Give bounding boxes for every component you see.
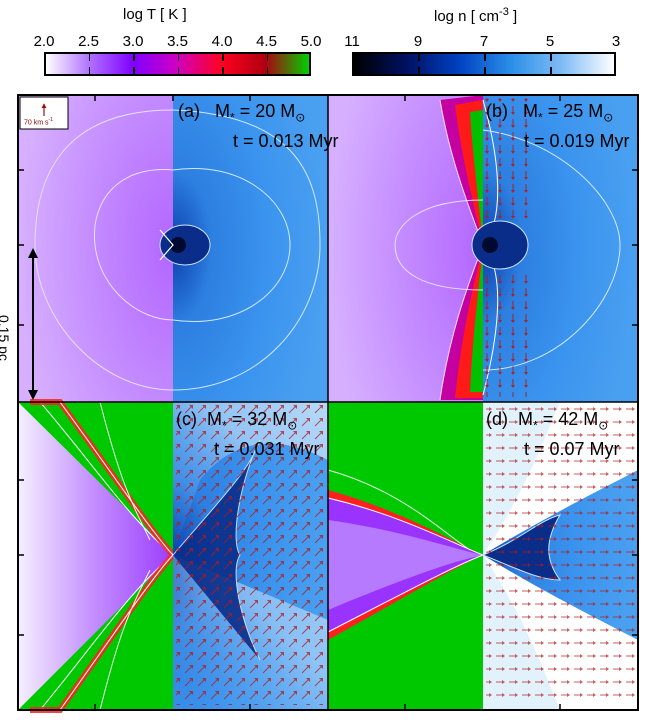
panel-a-letter: (a) [178,101,200,121]
panel-a-time: t = 0.013 Myr [233,130,339,151]
panel-d-letter: (d) [486,409,508,429]
density-colorbar-gradient [352,52,616,76]
temperature-tick-mark [133,54,135,61]
figure-frame [17,94,639,711]
velocity-scale-text: 70 km s [24,119,49,127]
panel-b-mass-symbol: M [523,101,539,121]
temperature-tick-mark [266,54,268,61]
density-label-exponent: -3 [499,6,509,18]
panel-d-label: (d) M* = 42 M⊙ t = 0.07 Myr [486,408,620,461]
density-tick-mark [550,54,552,61]
temperature-tick-mark [177,54,179,61]
density-tick-mark [484,54,486,61]
density-tick-mark [484,67,486,74]
panel-c-mass-value: = 32 M [231,409,288,429]
velocity-scale-key [19,96,69,130]
density-label-text: log n [ cm [434,8,500,25]
panel-a-label: (a) M* = 20 M⊙ t = 0.013 Myr [178,100,339,153]
panel-b-mass-subscript: * [538,110,543,125]
panel-c-mass-symbol: M [207,409,223,429]
panel-c-mass-subscript: * [222,418,227,433]
density-tick-mark [550,67,552,74]
velocity-scale-exponent: -1 [48,117,53,123]
length-scale-bar [28,248,38,400]
temperature-colorbar-title: log T [ K ] [123,6,187,23]
density-label-end: ] [508,8,518,25]
panel-c-letter: (c) [176,409,197,429]
temperature-tick-mark [266,67,268,74]
density-tick-label: 9 [413,33,423,50]
temperature-tick-label: 4.0 [211,33,233,50]
panel-a-sun-symbol: ⊙ [295,110,306,125]
temperature-tick-label: 3.0 [122,33,144,50]
temperature-tick-label: 2.0 [33,33,55,50]
density-colorbar-title: log n [ cm-3 ] [434,6,517,25]
length-scale-label: 0.15 pc [0,315,12,361]
velocity-scale-label: 70 km s-1 [24,117,53,126]
temperature-tick-mark [133,67,135,74]
panel-c-sun-symbol: ⊙ [287,418,298,433]
panel-separators [18,95,638,710]
panel-a-mass-symbol: M [215,101,231,121]
panel-a-mass-subscript: * [230,110,235,125]
panel-b-mass-value: = 25 M [547,101,604,121]
panel-d-sun-symbol: ⊙ [598,418,609,433]
density-tick-label: 7 [479,33,489,50]
panel-b-sun-symbol: ⊙ [603,110,614,125]
panel-d-mass-subscript: * [533,418,538,433]
panel-a [18,95,328,402]
panel-a-mass-value: = 20 M [239,101,296,121]
panel-d [327,402,638,710]
density-tick-mark [418,67,420,74]
panel-b [328,95,638,402]
temperature-tick-mark [222,67,224,74]
temperature-tick-label: 3.5 [167,33,188,50]
panel-c [17,399,328,713]
temperature-tick-mark [222,54,224,61]
temperature-tick-mark [88,54,90,61]
panel-b-time: t = 0.019 Myr [524,130,630,151]
temperature-tick-label: 2.5 [78,33,99,50]
panel-b-letter: (b) [486,101,508,121]
temperature-tick-mark [88,67,90,74]
temperature-tick-label: 5.0 [300,33,322,50]
panel-d-mass-value: = 42 M [542,409,599,429]
density-tick-label: 11 [344,33,360,50]
panel-d-time: t = 0.07 Myr [524,438,620,459]
panel-c-time: t = 0.031 Myr [214,438,320,459]
density-tick-label: 5 [545,33,555,50]
panel-c-label: (c) M* = 32 M⊙ t = 0.031 Myr [176,408,320,461]
density-tick-mark [418,54,420,61]
temperature-tick-mark [177,67,179,74]
panel-d-mass-symbol: M [518,409,534,429]
density-tick-label: 3 [611,33,621,50]
temperature-colorbar-gradient [44,52,311,76]
panel-b-label: (b) M* = 25 M⊙ t = 0.019 Myr [486,100,630,153]
temperature-tick-label: 4.5 [256,33,277,50]
